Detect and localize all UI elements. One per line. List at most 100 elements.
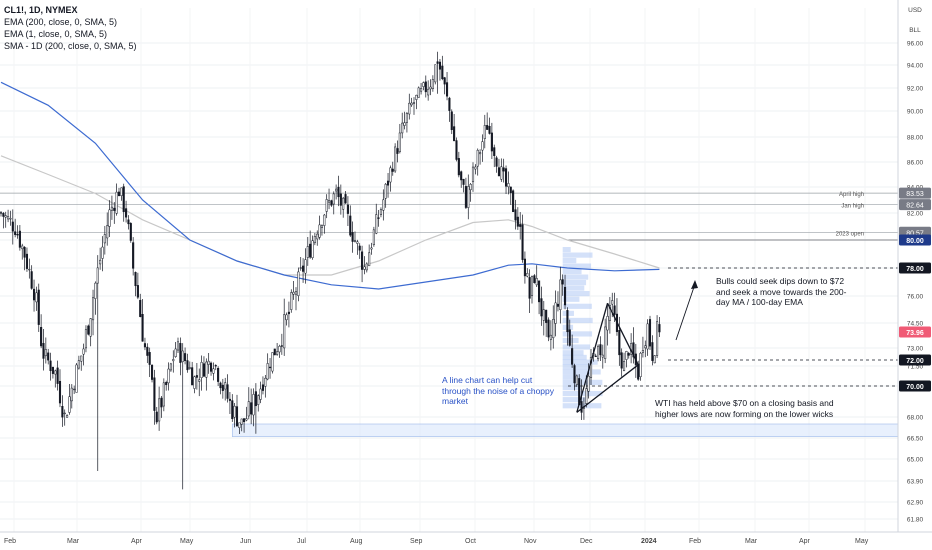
candle-body xyxy=(481,141,484,151)
hline-badge xyxy=(899,199,931,211)
candle-body xyxy=(377,217,380,219)
candle-body xyxy=(205,361,208,378)
candle-body xyxy=(122,186,125,213)
candle-body xyxy=(198,379,201,382)
candle-body xyxy=(80,355,83,362)
candle-body xyxy=(450,111,453,131)
candle-body xyxy=(101,246,104,259)
candle-body xyxy=(141,314,144,342)
candle-body xyxy=(160,397,163,408)
candle-body xyxy=(37,289,40,325)
candle-body xyxy=(51,366,54,374)
candle-body xyxy=(212,368,215,374)
candle-body xyxy=(276,351,279,355)
candle-body xyxy=(226,384,229,399)
breakout-arrowhead xyxy=(691,280,698,289)
x-tick-label: Apr xyxy=(799,538,811,545)
candle-body xyxy=(651,342,654,361)
candle-body xyxy=(254,391,257,407)
candle-body xyxy=(169,363,172,371)
candle-body xyxy=(91,297,95,321)
candle-body xyxy=(401,122,404,134)
indicator-sma-daily[interactable]: SMA - 1D (200, close, 0, SMA, 5) xyxy=(4,41,137,51)
candle-body xyxy=(382,199,385,211)
x-tick-label: Aug xyxy=(350,538,363,545)
candle-body xyxy=(44,349,47,357)
volume-profile-bar xyxy=(562,296,580,302)
candle-body xyxy=(7,216,10,220)
y-tick-label: 82.00 xyxy=(907,211,924,218)
candle-body xyxy=(476,149,479,167)
candle-body xyxy=(318,224,321,238)
candle-body xyxy=(445,82,449,97)
candle-body xyxy=(594,355,597,358)
x-tick-label: Nov xyxy=(524,538,537,545)
candle-body xyxy=(599,344,602,356)
candle-body xyxy=(311,240,314,258)
candle-body xyxy=(309,243,312,258)
candle-body xyxy=(297,271,300,296)
candle-body xyxy=(84,329,88,349)
candle-body xyxy=(587,375,590,392)
candle-body xyxy=(353,240,357,242)
y-tick-label: 90.00 xyxy=(907,109,924,116)
ema200-line xyxy=(0,81,660,290)
candle-body xyxy=(47,352,50,361)
candle-body xyxy=(139,299,142,317)
candle-body xyxy=(405,112,408,123)
chart-legend: CL1!, 1D, NYMEX EMA (200, close, 0, SMA,… xyxy=(4,4,137,52)
volume-profile-bar xyxy=(562,397,586,403)
candle-body xyxy=(292,291,295,295)
candle-body xyxy=(120,187,123,196)
candle-body xyxy=(16,234,19,236)
candle-body xyxy=(231,400,234,420)
indicator-ema1[interactable]: EMA (1, close, 0, SMA, 5) xyxy=(4,29,108,39)
indicator-ema200[interactable]: EMA (200, close, 0, SMA, 5) xyxy=(4,17,118,27)
candle-body xyxy=(110,206,113,211)
candle-body xyxy=(217,368,220,382)
candle-body xyxy=(77,360,80,369)
candle-body xyxy=(361,251,364,270)
candle-body xyxy=(323,214,326,226)
symbol-label[interactable]: CL1!, 1D, NYMEX xyxy=(4,5,78,15)
level-price-badge xyxy=(899,354,931,366)
candle-body xyxy=(533,275,536,283)
candle-body xyxy=(167,368,170,384)
candle-body xyxy=(618,330,621,356)
candle-body xyxy=(427,88,430,96)
candle-body xyxy=(368,252,371,267)
ema-price-badge-text: 80.00 xyxy=(906,238,924,245)
candle-body xyxy=(261,384,265,391)
candle-body xyxy=(143,343,147,348)
candle-body xyxy=(493,147,496,156)
hline-badge xyxy=(899,187,931,199)
candle-body xyxy=(467,186,470,208)
candle-body xyxy=(417,87,420,98)
hline-label: April high xyxy=(839,192,864,198)
candle-body xyxy=(25,253,29,269)
candle-body xyxy=(507,183,510,188)
candle-body xyxy=(656,321,659,356)
trendline xyxy=(576,364,639,413)
candle-body xyxy=(408,102,411,115)
candle-body xyxy=(327,200,331,203)
candle-body xyxy=(556,303,560,307)
candle-body xyxy=(172,359,175,362)
volume-profile-bar xyxy=(562,317,593,324)
candle-body xyxy=(73,388,76,391)
candle-body xyxy=(56,367,59,384)
candle-body xyxy=(479,152,482,155)
candle-body xyxy=(547,319,550,338)
y-tick-label: 66.50 xyxy=(907,436,924,443)
y-tick-label: 65.00 xyxy=(907,457,924,464)
candle-body xyxy=(509,186,512,193)
candle-body xyxy=(500,166,503,180)
y-tick-label: 94.00 xyxy=(907,63,924,70)
candle-body xyxy=(495,157,498,167)
candle-body xyxy=(191,367,194,386)
candle-body xyxy=(528,277,531,299)
candle-body xyxy=(606,316,609,331)
candle-body xyxy=(502,167,505,172)
candle-body xyxy=(287,311,290,315)
